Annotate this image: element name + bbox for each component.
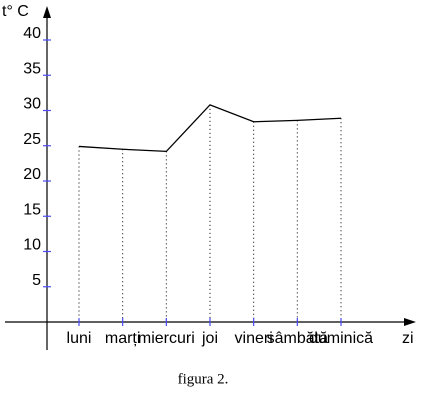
- caption: figura 2.: [178, 371, 229, 387]
- y-tick-label: 20: [23, 166, 41, 183]
- y-tick-label: 10: [23, 237, 41, 254]
- x-tick-label: luni: [67, 330, 92, 347]
- x-tick-label: duminică: [309, 330, 373, 347]
- y-tick-label: 5: [32, 272, 41, 289]
- x-arrow: [404, 318, 416, 326]
- y-tick-label: 15: [23, 201, 41, 218]
- x-tick-label: joi: [201, 330, 218, 347]
- x-tick-label: marți: [105, 330, 141, 347]
- x-tick-label: vineri: [235, 330, 273, 347]
- y-axis-label: t° C: [2, 3, 29, 20]
- y-tick-label: 35: [23, 60, 41, 77]
- x-axis-label: zi: [402, 330, 414, 347]
- line: [78, 104, 342, 153]
- y-tick-label: 40: [23, 25, 41, 42]
- x-tick-label: sâmbătă: [267, 330, 328, 347]
- x-tick-label: miercuri: [138, 330, 195, 347]
- y-tick-label: 25: [23, 131, 41, 148]
- y-tick-label: 30: [23, 96, 41, 113]
- y-arrow: [43, 6, 51, 18]
